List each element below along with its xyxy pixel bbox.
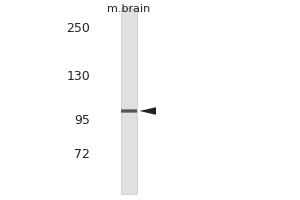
Text: 250: 250 bbox=[66, 21, 90, 34]
Bar bbox=[121, 110, 137, 112]
Bar bbox=[121, 109, 137, 113]
Text: 72: 72 bbox=[74, 148, 90, 160]
Text: 130: 130 bbox=[66, 70, 90, 82]
Text: 95: 95 bbox=[74, 114, 90, 127]
Text: m.brain: m.brain bbox=[107, 4, 151, 14]
Bar bbox=[121, 8, 137, 194]
Polygon shape bbox=[140, 107, 156, 115]
